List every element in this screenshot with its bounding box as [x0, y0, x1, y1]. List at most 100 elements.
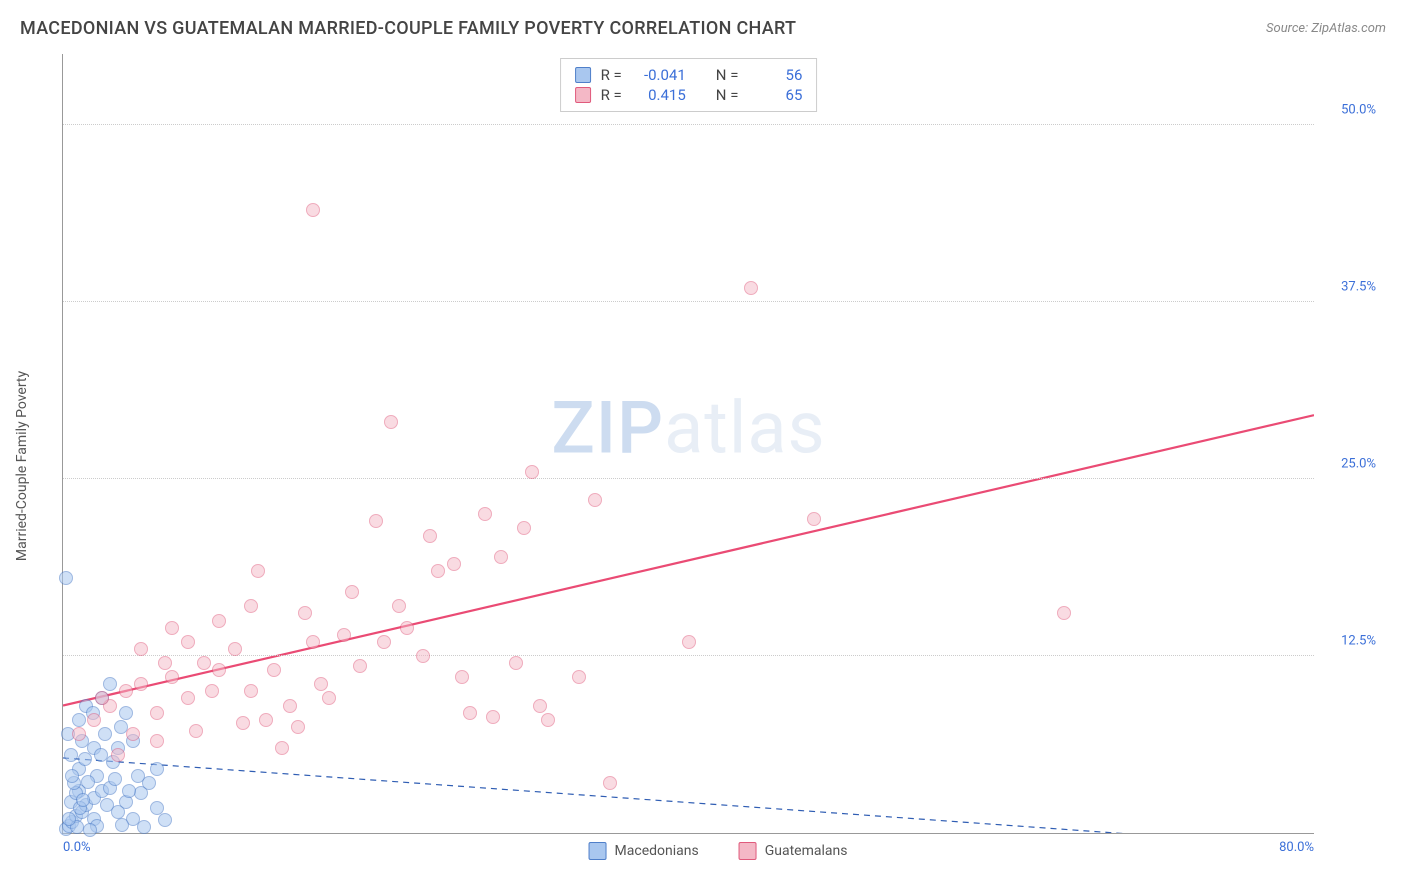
data-point	[165, 670, 179, 684]
data-point	[181, 635, 195, 649]
data-point	[275, 741, 289, 755]
chart-title: MACEDONIAN VS GUATEMALAN MARRIED-COUPLE …	[20, 18, 796, 39]
data-point	[400, 621, 414, 635]
data-point	[76, 793, 90, 807]
data-point	[98, 727, 112, 741]
y-tick-label: 25.0%	[1341, 456, 1376, 471]
watermark: ZIPatlas	[551, 385, 825, 470]
data-point	[291, 720, 305, 734]
data-point	[150, 706, 164, 720]
data-point	[541, 713, 555, 727]
regression-lines	[63, 54, 1314, 833]
data-point	[205, 684, 219, 698]
data-point	[306, 203, 320, 217]
data-point	[115, 818, 129, 832]
series-name: Guatemalans	[765, 843, 848, 859]
data-point	[122, 784, 136, 798]
data-point	[306, 635, 320, 649]
data-point	[72, 727, 86, 741]
data-point	[486, 710, 500, 724]
legend-swatch	[739, 842, 757, 860]
gridline-h	[63, 478, 1314, 479]
data-point	[150, 734, 164, 748]
data-point	[181, 691, 195, 705]
data-point	[283, 699, 297, 713]
data-point	[119, 684, 133, 698]
data-point	[353, 659, 367, 673]
plot-area: ZIPatlas R =-0.041N =56R =0.415N =65 12.…	[62, 54, 1314, 834]
data-point	[137, 820, 151, 834]
data-point	[431, 564, 445, 578]
data-point	[236, 716, 250, 730]
data-point	[267, 663, 281, 677]
data-point	[392, 599, 406, 613]
series-legend-item: Guatemalans	[739, 842, 848, 860]
data-point	[165, 621, 179, 635]
data-point	[244, 599, 258, 613]
data-point	[108, 772, 122, 786]
gridline-h	[63, 655, 1314, 656]
data-point	[525, 465, 539, 479]
data-point	[298, 606, 312, 620]
data-point	[807, 512, 821, 526]
data-point	[259, 713, 273, 727]
data-point	[158, 813, 172, 827]
data-point	[78, 752, 92, 766]
data-point	[212, 663, 226, 677]
data-point	[369, 514, 383, 528]
correlation-legend: R =-0.041N =56R =0.415N =65	[560, 58, 818, 112]
y-tick-label: 37.5%	[1341, 279, 1376, 294]
data-point	[126, 727, 140, 741]
data-point	[509, 656, 523, 670]
data-point	[197, 656, 211, 670]
data-point	[119, 706, 133, 720]
data-point	[251, 564, 265, 578]
data-point	[228, 642, 242, 656]
data-point	[588, 493, 602, 507]
data-point	[87, 713, 101, 727]
data-point	[384, 415, 398, 429]
regression-line	[63, 415, 1314, 705]
data-point	[244, 684, 258, 698]
data-point	[95, 691, 109, 705]
chart-area: Married-Couple Family Poverty ZIPatlas R…	[50, 54, 1386, 862]
data-point	[345, 585, 359, 599]
y-axis-label: Married-Couple Family Poverty	[14, 371, 30, 561]
data-point	[533, 699, 547, 713]
watermark-post: atlas	[664, 385, 826, 470]
data-point	[150, 801, 164, 815]
data-point	[64, 748, 78, 762]
data-point	[416, 649, 430, 663]
data-point	[81, 775, 95, 789]
gridline-h	[63, 124, 1314, 125]
data-point	[337, 628, 351, 642]
data-point	[158, 656, 172, 670]
n-label: N =	[716, 86, 739, 104]
data-point	[59, 571, 73, 585]
data-point	[103, 677, 117, 691]
data-point	[189, 724, 203, 738]
r-label: R =	[601, 66, 622, 84]
r-value: -0.041	[632, 66, 686, 84]
data-point	[111, 748, 125, 762]
legend-swatch	[575, 87, 591, 103]
data-point	[134, 642, 148, 656]
data-point	[572, 670, 586, 684]
r-label: R =	[601, 86, 622, 104]
data-point	[72, 713, 86, 727]
x-tick-label: 80.0%	[1279, 840, 1314, 855]
y-tick-label: 50.0%	[1341, 102, 1376, 117]
data-point	[131, 769, 145, 783]
n-value: 56	[748, 66, 802, 84]
legend-swatch	[589, 842, 607, 860]
data-point	[455, 670, 469, 684]
n-value: 65	[748, 86, 802, 104]
data-point	[478, 507, 492, 521]
data-point	[65, 769, 79, 783]
data-point	[447, 557, 461, 571]
data-point	[212, 614, 226, 628]
data-point	[682, 635, 696, 649]
n-label: N =	[716, 66, 739, 84]
data-point	[322, 691, 336, 705]
series-legend: MacedoniansGuatemalans	[589, 842, 848, 860]
